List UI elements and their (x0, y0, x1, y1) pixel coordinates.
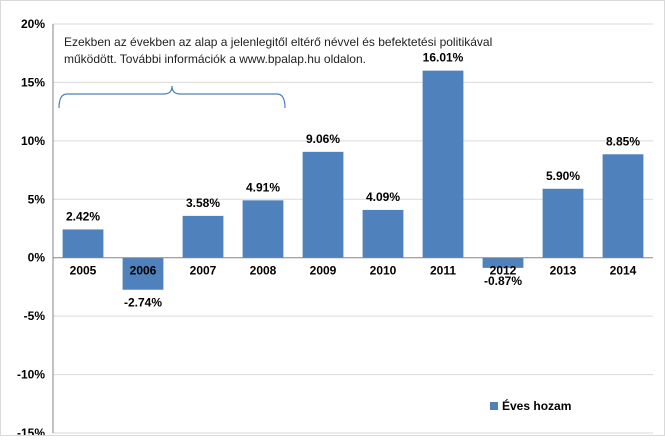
y-tick-label: -10% (17, 368, 45, 382)
annotation: Ezekben az években az alap a jelenlegitő… (58, 35, 492, 109)
bar-2005 (62, 229, 104, 258)
legend-swatch (490, 402, 498, 410)
legend-label: Éves hozam (502, 398, 571, 413)
data-label: 9.06% (306, 132, 340, 146)
data-label: 4.09% (366, 190, 400, 204)
bar-2014 (602, 154, 644, 258)
category-label: 2012 (490, 264, 517, 278)
category-label: 2005 (70, 264, 97, 278)
data-label: -2.74% (124, 296, 162, 310)
bar-2008 (242, 200, 284, 258)
bar-2013 (542, 188, 584, 258)
y-tick-label: 10% (21, 134, 45, 148)
bars (62, 70, 644, 290)
category-label: 2013 (550, 264, 577, 278)
axes (52, 24, 653, 433)
gridlines (53, 23, 653, 434)
category-label: 2008 (250, 264, 277, 278)
category-label: 2011 (430, 264, 456, 278)
category-label: 2010 (370, 264, 397, 278)
annotation-line-2: működött. További információk a www.bpal… (64, 52, 366, 66)
bar-2012 (482, 257, 524, 268)
data-label: 8.85% (606, 134, 640, 148)
y-tick-label: 0% (28, 251, 46, 265)
data-label: 3.58% (186, 196, 220, 210)
category-label: 2009 (310, 264, 337, 278)
y-tick-label: 5% (28, 192, 46, 206)
category-labels: 2005 2006 2007 2008 2009 2010 2011 2012 2013 2014 (70, 264, 637, 278)
data-label: 16.01% (423, 51, 464, 65)
bar-2010 (362, 209, 404, 258)
y-tick-labels: -15% -10% -5% 0% 5% 10% 15% 20% (17, 17, 46, 440)
bar-2006 (122, 257, 164, 290)
data-label: -0.87% (484, 274, 522, 288)
data-label: 4.91% (246, 180, 280, 194)
data-label: 2.42% (66, 209, 100, 223)
y-tick-label: 15% (21, 75, 45, 89)
bar-2009 (302, 151, 344, 258)
bar-2007 (182, 215, 224, 258)
category-label: 2007 (190, 264, 217, 278)
annotation-brace (58, 85, 286, 109)
category-label: 2014 (610, 264, 637, 278)
category-label: 2006 (130, 264, 157, 278)
y-tick-label: 20% (21, 17, 45, 31)
legend: Éves hozam (490, 398, 571, 413)
data-labels: 2.42% -2.74% 3.58% 4.91% 9.06% 4.09% 16.01% -0.… (66, 51, 640, 310)
y-tick-label: -5% (24, 309, 46, 323)
annotation-line-1: Ezekben az években az alap a jelenlegitő… (64, 35, 492, 49)
bar-2011 (422, 70, 464, 258)
y-tick-label: -15% (17, 426, 45, 435)
data-label: 5.90% (546, 169, 580, 183)
